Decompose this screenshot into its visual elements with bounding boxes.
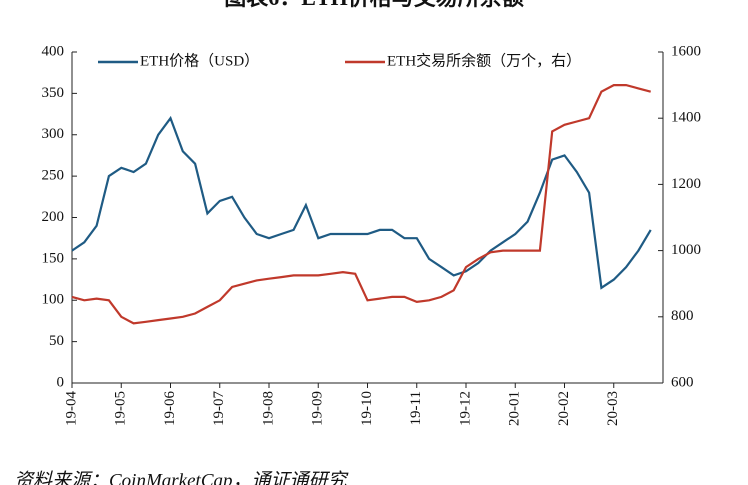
y2-tick-label: 1200 [671, 176, 701, 192]
x-tick-label: 20-03 [605, 391, 621, 426]
y2-tick-label: 1600 [671, 43, 701, 59]
series-line [71, 115, 652, 290]
y2-tick-label: 600 [671, 374, 694, 390]
y-tick-label: 150 [42, 250, 65, 266]
x-tick-label: 20-01 [507, 391, 523, 426]
source-note: 资料来源：CoinMarketCap，通证通研究 [14, 469, 349, 485]
y-tick-label: 200 [42, 209, 65, 225]
y2-tick-label: 1000 [671, 242, 701, 258]
y-tick-label: 250 [42, 168, 65, 184]
legend-label: ETH价格（USD） [140, 52, 259, 69]
x-tick-label: 20-02 [556, 391, 572, 426]
x-tick-label: 19-06 [162, 391, 178, 426]
y2-tick-label: 800 [671, 308, 694, 324]
legend-label: ETH交易所余额（万个，右） [387, 51, 581, 69]
x-tick-label: 19-04 [63, 391, 79, 426]
x-tick-label: 19-07 [211, 391, 227, 426]
y-tick-label: 300 [42, 126, 65, 142]
chart-title: 图表6：ETH价格与交易所余额 [224, 0, 523, 10]
y-tick-label: 50 [49, 333, 64, 349]
x-tick-label: 19-08 [260, 391, 276, 426]
series-line [71, 84, 651, 325]
y-tick-label: 100 [42, 292, 65, 308]
y-tick-label: 350 [42, 85, 65, 101]
x-tick-label: 19-11 [408, 391, 424, 425]
x-tick-label: 19-09 [310, 391, 326, 426]
x-tick-label: 19-05 [113, 391, 129, 426]
x-tick-label: 19-12 [457, 391, 473, 426]
y-tick-label: 400 [42, 43, 65, 59]
y2-tick-label: 1400 [671, 110, 701, 126]
x-tick-label: 19-10 [359, 391, 375, 426]
y-tick-label: 0 [57, 374, 65, 390]
